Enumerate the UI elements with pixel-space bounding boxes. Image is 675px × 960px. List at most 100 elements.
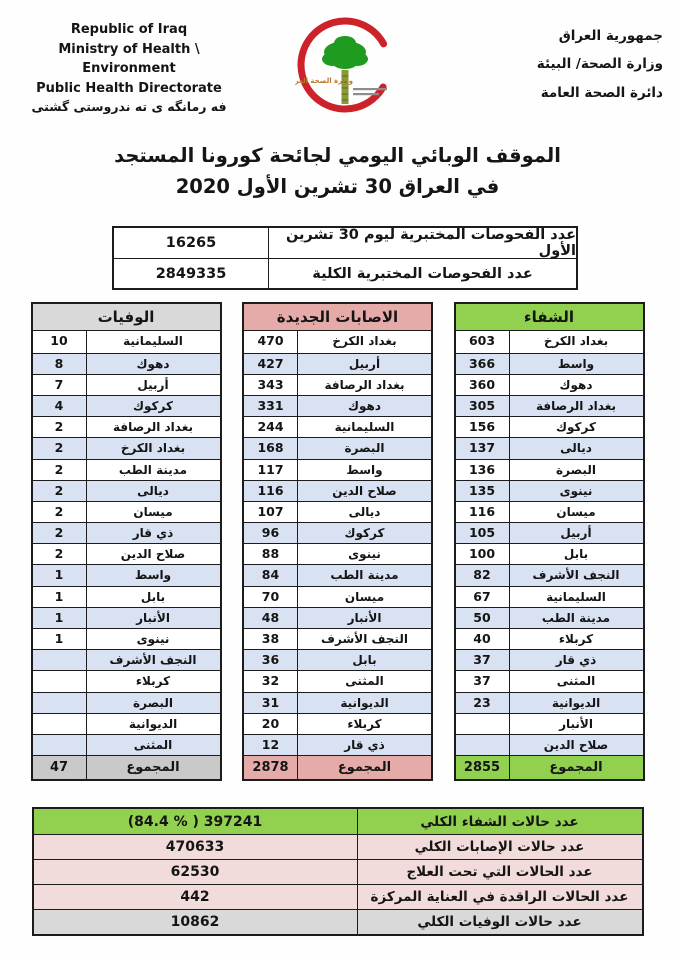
row-region-name: أربيل: [137, 377, 169, 392]
letterhead-kurdish-line: فه رمانگه ی ته ندروستی گشتی: [31, 99, 227, 114]
row-region-name: بغداد الكرخ: [120, 441, 186, 456]
table-row: 12 ذي قار: [244, 733, 431, 756]
table-row: المثنى: [32, 733, 220, 756]
deaths-total-row: 47 المجموع: [32, 755, 220, 780]
row-region-name: كركوك: [344, 526, 385, 541]
row-region-name: كركوك: [133, 398, 173, 413]
row-region-name: نينوى: [136, 632, 170, 646]
lab-tests-table: 16265 عدد الفحوصات المختبرية ليوم 30 تشري…: [112, 226, 578, 291]
deaths-total-value: 47: [33, 756, 87, 780]
table-row: 2 مدينة الطب: [32, 458, 220, 480]
table-row: 2 ديالى: [32, 479, 220, 501]
letterhead-english: Republic of Iraq Ministry of Health \ En…: [10, 10, 248, 117]
summary-row-label: عدد الفحوصات المختبرية ليوم 30 تشرين الأ…: [285, 227, 576, 260]
row-count: 2: [33, 501, 87, 523]
red-crescent-icon: [297, 17, 392, 113]
row-region-name: نينوى: [559, 483, 593, 498]
row-count: 360: [456, 374, 510, 395]
summary-row-value: 442: [34, 885, 358, 910]
summary-row: 2849335 عدد الفحوصات المختبرية الكلية: [114, 258, 576, 289]
row-region-name: ذي قار: [555, 653, 597, 668]
deaths-table: الوفيات 10 السليمانية 8 دهوك 7 أربيل 4 كركوك 2 بغ…: [30, 302, 222, 782]
table-row: 38 النجف الأشرف: [244, 628, 431, 650]
table-row: 137 ديالى: [455, 437, 643, 459]
row-count: [33, 671, 87, 692]
governorate-tables: الوفيات 10 السليمانية 8 دهوك 7 أربيل 4 كركوك 2 بغ…: [30, 302, 645, 782]
row-count: 36: [244, 650, 298, 671]
summary-row-label: عدد حالات الوفيات الكلي: [417, 914, 582, 931]
row-region-name: النجف الأشرف: [321, 632, 408, 646]
table-row: 1 واسط: [32, 564, 220, 586]
row-count: 8: [33, 353, 87, 374]
row-region-name: مدينة الطب: [118, 462, 188, 477]
row-count: [456, 713, 510, 734]
letterhead-en-line3: Public Health Directorate: [36, 80, 222, 96]
row-region-name: السليمانية: [546, 589, 606, 604]
row-count: 2: [33, 438, 87, 459]
row-region-name: بغداد الرصافة: [536, 398, 616, 413]
table-row: 96 كركوك: [244, 522, 431, 544]
table-row: 1 الأنبار: [32, 606, 220, 628]
summary-row-value: 10862: [34, 910, 358, 935]
summary-row-label: عدد حالات الإصابات الكلي: [414, 839, 585, 856]
new-cases-table: الاصابات الجديدة 470 بغداد الكرخ 427 أربيل 3…: [242, 302, 433, 782]
table-row: 37 المثنى: [455, 670, 643, 692]
table-row: 7 أربيل: [32, 373, 220, 395]
report-title: الموقف الوبائي اليومي لجائحة كورونا المس…: [0, 140, 675, 202]
row-region-name: دهوك: [348, 398, 381, 413]
table-row: الأنبار: [455, 712, 643, 734]
table-row: 135 نينوى: [455, 479, 643, 501]
row-count: 116: [244, 480, 298, 501]
row-count: 136: [456, 459, 510, 480]
row-count: 244: [244, 417, 298, 438]
row-region-name: ميسان: [344, 589, 385, 604]
summary-row-label: عدد الحالات الراقدة في العناية المركزة: [370, 889, 629, 906]
palm-tree-icon: [321, 36, 368, 104]
row-region-name: الديوانية: [340, 695, 389, 710]
deaths-total-label: المجموع: [126, 760, 180, 776]
row-count: 12: [244, 734, 298, 756]
table-row: 116 ميسان: [455, 500, 643, 523]
row-region-name: مدينة الطب: [330, 568, 399, 583]
recoveries-table: الشفاء 603 بغداد الكرخ 366 واسط 360 دهوك 305 بغ…: [453, 302, 645, 782]
row-count: 20: [244, 713, 298, 734]
table-row: 470 بغداد الكرخ: [244, 331, 431, 353]
row-region-name: بغداد الكرخ: [332, 334, 397, 349]
table-row: 136 البصرة: [455, 458, 643, 480]
table-row: 2 ذي قار: [32, 522, 220, 544]
row-count: 2: [33, 459, 87, 480]
row-region-name: كربلاء: [558, 632, 594, 646]
table-row: 168 البصرة: [244, 437, 431, 459]
row-count: 82: [456, 565, 510, 586]
row-count: 1: [33, 565, 87, 586]
row-region-name: ذي قار: [132, 526, 174, 541]
letterhead: Republic of Iraq Ministry of Health \ En…: [0, 0, 675, 120]
row-count: 427: [244, 353, 298, 374]
table-row: 48 الأنبار: [244, 606, 431, 628]
summary-row-value: 470633: [34, 835, 358, 860]
row-count: 38: [244, 629, 298, 650]
summary-row-value: 16265: [114, 228, 269, 259]
letterhead-ar-line3: دائرة الصحة العامة: [540, 84, 663, 101]
table-row: 2 بغداد الكرخ: [32, 437, 220, 459]
table-row: 244 السليمانية: [244, 416, 431, 438]
row-region-name: ديالى: [137, 483, 169, 498]
summary-row: 442 عدد الحالات الراقدة في العناية المركز…: [33, 884, 642, 910]
row-count: [33, 713, 87, 734]
row-count: 305: [456, 395, 510, 417]
row-count: 603: [456, 331, 510, 353]
row-region-name: كربلاء: [347, 716, 382, 731]
summary-row: (84.4 % ) 397241 عدد حالات الشفاء الكلي: [33, 809, 642, 835]
report-title-line2: في العراق 30 تشرين الأول 2020: [175, 175, 500, 199]
row-region-name: صلاح الدين: [120, 547, 186, 562]
row-region-name: أربيل: [560, 526, 592, 541]
row-region-name: واسط: [134, 568, 172, 583]
row-region-name: دهوك: [559, 377, 593, 392]
recoveries-total-label: المجموع: [549, 760, 603, 776]
table-row: 36 بابل: [244, 649, 431, 671]
row-region-name: ميسان: [133, 504, 173, 519]
table-row: 156 كركوك: [455, 416, 643, 438]
letterhead-en-line2: Ministry of Health \ Environment: [58, 41, 200, 77]
summary-row: 10862 عدد حالات الوفيات الكلي: [33, 909, 642, 935]
row-region-name: المثنى: [345, 674, 384, 689]
